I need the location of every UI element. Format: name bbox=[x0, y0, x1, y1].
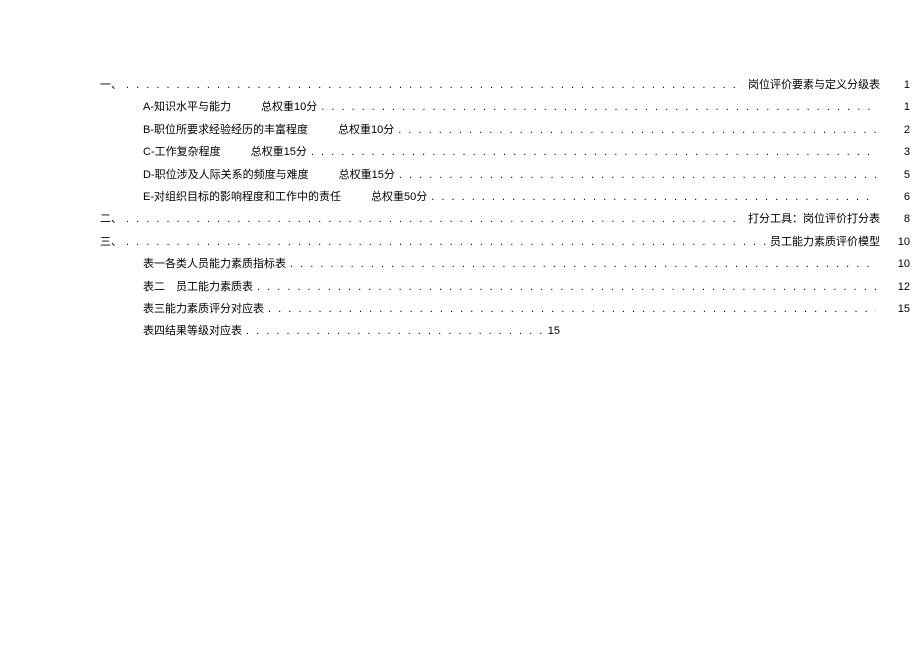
toc-entry-label: 表四结果等级对应表 bbox=[143, 324, 242, 339]
toc-dot-leader bbox=[246, 324, 544, 339]
toc-entry: D-职位涉及人际关系的频度与难度 总权重15分 5 bbox=[10, 168, 910, 183]
toc-entry: B-职位所要求经验经历的丰富程度 总权重10分 2 bbox=[10, 123, 910, 138]
toc-dot-leader bbox=[257, 280, 876, 295]
toc-entry-page: 6 bbox=[892, 190, 910, 205]
toc-dot-leader bbox=[126, 212, 744, 227]
toc-dot-leader bbox=[126, 78, 744, 93]
toc-dot-leader bbox=[399, 168, 876, 183]
toc-entry: A-知识水平与能力 总权重10分 1 bbox=[10, 100, 910, 115]
toc-entry: 表四结果等级对应表 15 bbox=[10, 324, 910, 339]
toc-entry-weight: 总权重10分 bbox=[261, 100, 317, 115]
toc-entry-weight: 总权重10分 bbox=[338, 123, 394, 138]
toc-entry-page: 1 bbox=[892, 78, 910, 93]
toc-entry-page: 8 bbox=[892, 212, 910, 227]
toc-dot-leader bbox=[321, 100, 876, 115]
toc-entry-weight: 总权重15分 bbox=[251, 145, 307, 160]
toc-entry-page: 1 bbox=[892, 100, 910, 115]
toc-dot-leader bbox=[311, 145, 876, 160]
toc-entry-label: C-工作复杂程度 bbox=[143, 145, 221, 160]
toc-entry-label: D-职位涉及人际关系的频度与难度 bbox=[143, 168, 309, 183]
toc-entry: C-工作复杂程度 总权重15分 3 bbox=[10, 145, 910, 160]
toc-entry-label: 表二 员工能力素质表 bbox=[143, 280, 253, 295]
toc-dot-leader bbox=[398, 123, 876, 138]
toc-entry-label: 表三能力素质评分对应表 bbox=[143, 302, 264, 317]
toc-entry-label: A-知识水平与能力 bbox=[143, 100, 231, 115]
toc-entry: 表三能力素质评分对应表 15 bbox=[10, 302, 910, 317]
toc-entry-page: 3 bbox=[892, 145, 910, 160]
toc-entry: 表一各类人员能力素质指标表 10 bbox=[10, 257, 910, 272]
toc-entry-page: 15 bbox=[892, 302, 910, 317]
table-of-contents: 一、岗位评价要素与定义分级表1A-知识水平与能力总权重10分1B-职位所要求经验… bbox=[10, 78, 910, 340]
toc-entry-page: 10 bbox=[892, 257, 910, 272]
toc-entry-weight: 总权重15分 bbox=[339, 168, 395, 183]
toc-entry-label: 二、 bbox=[100, 212, 122, 227]
toc-entry: 三、 员工能力素质评价模型 10 bbox=[10, 235, 910, 250]
toc-dot-leader bbox=[126, 235, 766, 250]
toc-entry-page: 2 bbox=[892, 123, 910, 138]
toc-dot-leader bbox=[290, 257, 876, 272]
toc-entry-page: 12 bbox=[892, 280, 910, 295]
toc-entry-page: 10 bbox=[892, 235, 910, 250]
toc-entry-weight: 总权重50分 bbox=[371, 190, 427, 205]
toc-entry-label: 一、 bbox=[100, 78, 122, 93]
toc-entry: 二、 打分工具：岗位评价打分表 8 bbox=[10, 212, 910, 227]
toc-entry: E-对组织目标的影响程度和工作中的责任 总权重50分 6 bbox=[10, 190, 910, 205]
toc-dot-leader bbox=[268, 302, 876, 317]
toc-entry-page-inline: 15 bbox=[548, 324, 560, 339]
toc-entry-label: E-对组织目标的影响程度和工作中的责任 bbox=[143, 190, 341, 205]
toc-entry-page: 5 bbox=[892, 168, 910, 183]
toc-entry-label: 三、 bbox=[100, 235, 122, 250]
toc-entry-label: B-职位所要求经验经历的丰富程度 bbox=[143, 123, 308, 138]
toc-entry: 一、 岗位评价要素与定义分级表 1 bbox=[10, 78, 910, 93]
toc-entry-title: 岗位评价要素与定义分级表 bbox=[748, 78, 880, 93]
toc-entry-title: 打分工具：岗位评价打分表 bbox=[748, 212, 880, 227]
toc-entry-label: 表一各类人员能力素质指标表 bbox=[143, 257, 286, 272]
toc-entry: 表二 员工能力素质表 12 bbox=[10, 280, 910, 295]
toc-dot-leader bbox=[431, 190, 876, 205]
toc-entry-title: 员工能力素质评价模型 bbox=[770, 235, 880, 250]
